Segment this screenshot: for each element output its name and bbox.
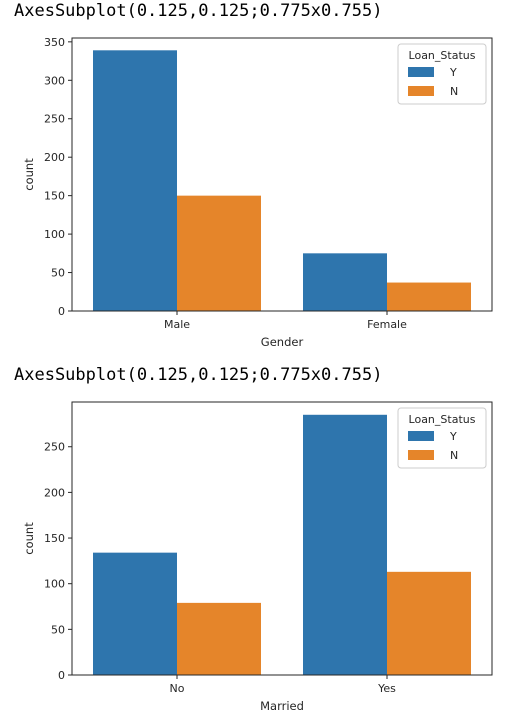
plot-frame	[71, 37, 493, 312]
y-tick-label: 200	[44, 151, 65, 164]
x-tick-label: Female	[367, 318, 407, 331]
y-tick-label: 300	[44, 74, 65, 87]
x-tick-label: No	[170, 682, 185, 695]
bar-yes-y	[303, 414, 387, 675]
bar-yes-n	[387, 571, 471, 675]
y-tick-label: 250	[44, 441, 65, 454]
bar-no-y	[93, 552, 177, 675]
bar-female-y	[303, 253, 387, 311]
x-axis-label: Married	[260, 699, 304, 713]
y-tick-label: 100	[44, 578, 65, 591]
y-tick-label: 150	[44, 532, 65, 545]
bar-no-n	[177, 602, 261, 675]
chart-married: 0 50 100 150 200 250 No Yes Married count Loan_Sta…	[22, 401, 493, 713]
y-tick-label: 0	[58, 669, 65, 682]
x-tick-label: Male	[164, 318, 190, 331]
legend-label-y: Y	[449, 430, 457, 443]
y-tick-label: 200	[44, 486, 65, 499]
legend-swatch-y	[408, 67, 434, 77]
chart-gender: 0 50 100 150 200 250 300 350 Male Female Gender cou…	[22, 36, 493, 349]
legend-title: Loan_Status	[409, 49, 476, 62]
legend-swatch-n	[408, 450, 434, 460]
legend-label-n: N	[450, 85, 458, 98]
y-tick-label: 250	[44, 113, 65, 126]
y-tick-label: 350	[44, 36, 65, 49]
legend-swatch-y	[408, 431, 434, 441]
legend-swatch-n	[408, 86, 434, 96]
x-axis-label: Gender	[261, 335, 304, 349]
x-tick-label: Yes	[377, 682, 396, 695]
legend-label-y: Y	[449, 66, 457, 79]
y-tick-label: 50	[51, 623, 65, 636]
y-tick-label: 50	[51, 267, 65, 280]
y-axis-label: count	[22, 522, 36, 555]
output-text-2: AxesSubplot(0.125,0.125;0.775x0.755)	[14, 365, 383, 385]
bar-male-y	[93, 50, 177, 311]
output-text-1: AxesSubplot(0.125,0.125;0.775x0.755)	[14, 1, 383, 21]
legend-title: Loan_Status	[409, 413, 476, 426]
y-tick-label: 150	[44, 190, 65, 203]
bar-female-n	[387, 282, 471, 311]
y-axis-label: count	[22, 158, 36, 191]
y-tick-label: 100	[44, 228, 65, 241]
legend-label-n: N	[450, 449, 458, 462]
y-tick-label: 0	[58, 305, 65, 318]
bar-male-n	[177, 195, 261, 311]
